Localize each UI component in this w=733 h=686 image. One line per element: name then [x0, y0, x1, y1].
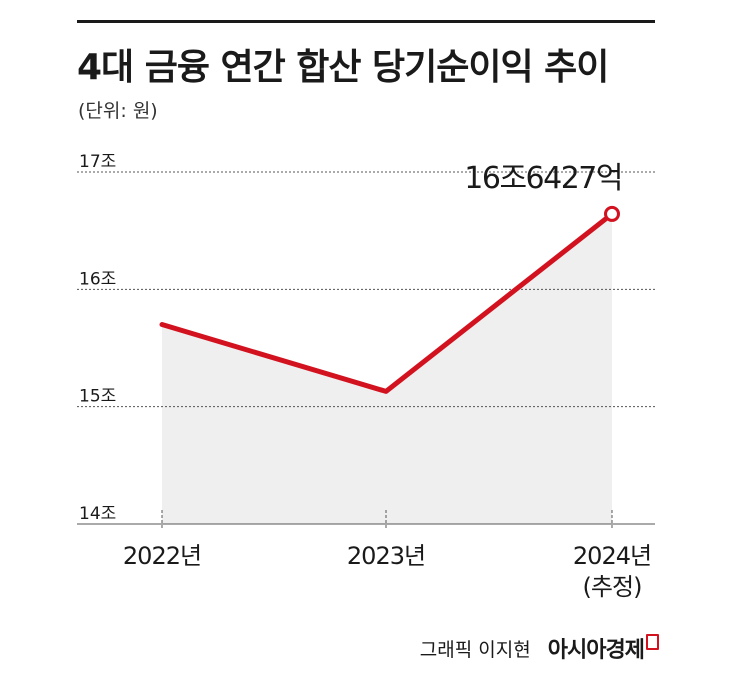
chart-title: 4대 금융 연간 합산 당기순이익 추이 [77, 47, 609, 88]
data-label: 16조6427억 [464, 161, 622, 196]
unit-label: (단위: 원) [78, 100, 158, 122]
x-tick-sublabel: (추정) [583, 573, 642, 601]
y-tick-label: 16조 [79, 269, 116, 289]
y-tick-label: 17조 [79, 152, 116, 172]
graphic-credit: 그래픽 이지현 [419, 638, 531, 661]
x-tick-label: 2024년 [573, 542, 651, 570]
brand-logo: 아시아경제 [547, 638, 645, 663]
brand-mark-icon [646, 634, 659, 650]
top-rule [77, 20, 655, 23]
footer: 그래픽 이지현 아시아경제 [420, 632, 659, 664]
x-tick-label: 2023년 [347, 542, 425, 570]
y-tick-label: 14조 [79, 504, 116, 524]
series-line [159, 211, 615, 394]
y-tick-label: 15조 [79, 387, 116, 407]
area-fill [162, 213, 612, 524]
data-point-marker [604, 205, 620, 222]
x-tick-label: 2022년 [123, 542, 201, 570]
